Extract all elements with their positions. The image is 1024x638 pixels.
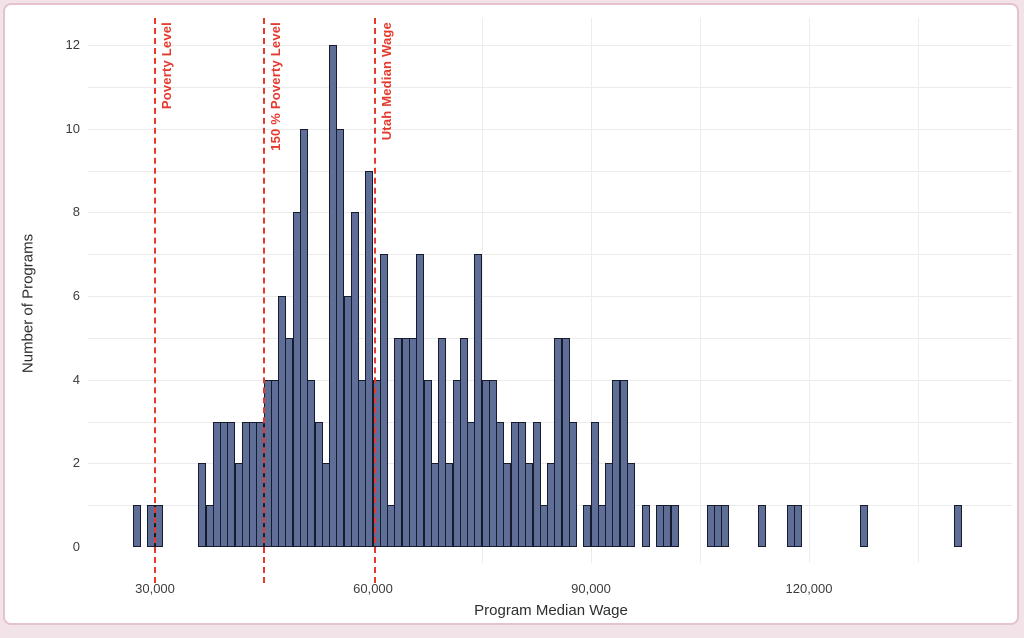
x-axis-title: Program Median Wage bbox=[474, 602, 628, 619]
histogram-bar bbox=[670, 505, 679, 547]
vertical-gridline bbox=[700, 18, 701, 563]
y-axis-title: Number of Programs bbox=[19, 233, 37, 374]
histogram-bar bbox=[299, 128, 308, 547]
horizontal-gridline bbox=[88, 212, 1012, 214]
histogram-bar bbox=[198, 463, 207, 547]
y-axis-tick-label: 12 bbox=[65, 37, 80, 52]
y-axis-tick-label: 8 bbox=[72, 204, 80, 220]
histogram-bar bbox=[721, 505, 730, 547]
histogram-bar bbox=[568, 421, 577, 547]
y-axis-tick-label: 2 bbox=[72, 455, 80, 471]
histogram-bar bbox=[532, 421, 541, 547]
histogram-bar bbox=[132, 505, 141, 547]
horizontal-gridline bbox=[88, 128, 1012, 130]
horizontal-gridline bbox=[88, 421, 1012, 423]
histogram-bar bbox=[953, 505, 962, 547]
x-axis-tick-label: 90,000 bbox=[571, 581, 611, 596]
reference-line bbox=[374, 18, 377, 583]
y-axis-tick-label: 6 bbox=[72, 288, 80, 303]
vertical-gridline bbox=[809, 18, 810, 563]
horizontal-gridline bbox=[88, 296, 1012, 297]
histogram-bar bbox=[859, 505, 868, 547]
histogram-bar bbox=[641, 505, 650, 547]
horizontal-gridline bbox=[88, 379, 1012, 381]
horizontal-gridline bbox=[88, 170, 1012, 172]
horizontal-gridline bbox=[88, 254, 1012, 256]
vertical-gridline bbox=[918, 18, 919, 563]
reference-line bbox=[154, 18, 156, 583]
horizontal-gridline bbox=[88, 86, 1012, 88]
horizontal-gridline bbox=[88, 45, 1012, 46]
reference-line-label: Utah Median Wage bbox=[379, 22, 395, 141]
histogram-bar bbox=[590, 421, 599, 547]
histogram-bar bbox=[438, 337, 447, 547]
x-axis-tick-label: 120,000 bbox=[785, 581, 833, 596]
horizontal-gridline bbox=[88, 337, 1012, 339]
y-axis-tick-label: 10 bbox=[65, 120, 80, 136]
x-axis-tick-label: 30,000 bbox=[135, 581, 175, 596]
reference-line-label: Poverty Level bbox=[159, 22, 174, 110]
vertical-gridline bbox=[482, 18, 483, 563]
x-axis-tick-label: 60,000 bbox=[353, 581, 393, 596]
y-axis-tick-label: 4 bbox=[72, 371, 80, 387]
vertical-gridline bbox=[591, 18, 592, 563]
reference-line-label: 150 % Poverty Level bbox=[268, 22, 283, 151]
histogram-bar bbox=[379, 254, 388, 547]
histogram-bar bbox=[794, 505, 803, 547]
reference-line bbox=[263, 18, 265, 583]
histogram-bar bbox=[757, 505, 766, 547]
histogram-bar bbox=[365, 170, 374, 547]
y-axis-tick-label: 0 bbox=[72, 539, 80, 554]
histogram-bar bbox=[626, 463, 635, 547]
